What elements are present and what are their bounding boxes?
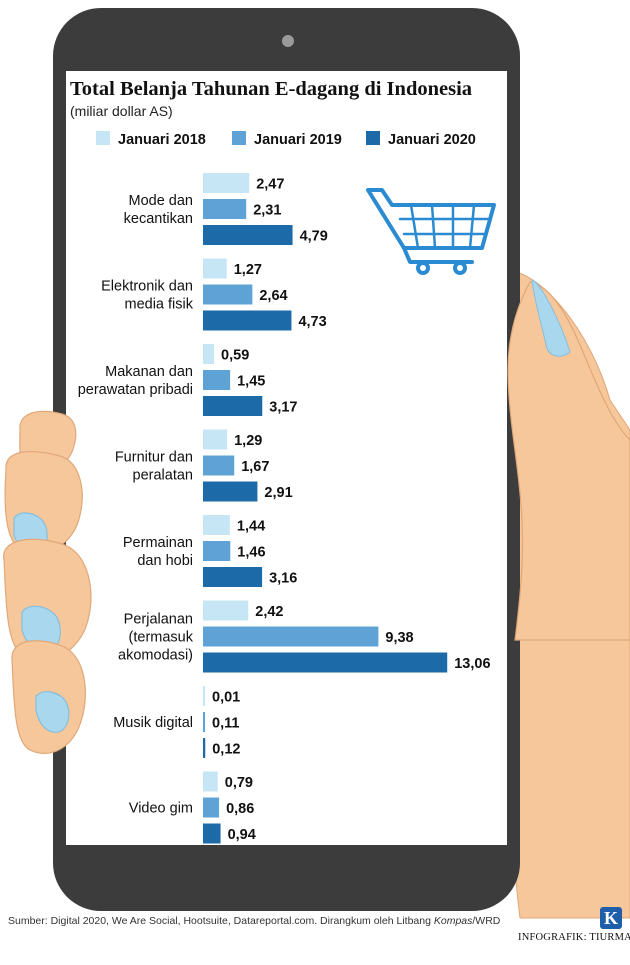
data-label: 1,29	[234, 433, 262, 449]
bar	[203, 285, 252, 305]
data-label: 2,47	[256, 177, 284, 193]
hand-thumb	[508, 280, 630, 640]
data-label: 0,94	[228, 827, 256, 843]
data-label: 3,17	[269, 400, 297, 416]
bar	[203, 738, 205, 758]
chart-title: Total Belanja Tahunan E-dagang di Indone…	[70, 78, 520, 101]
data-label: 0,11	[212, 716, 239, 732]
data-label: 9,38	[385, 630, 413, 646]
legend-swatch-2	[232, 131, 246, 145]
bar	[203, 798, 219, 818]
category-label: Perjalanan	[124, 612, 193, 628]
category-label: media fisik	[125, 297, 194, 313]
source-italic: Kompas	[434, 915, 473, 927]
category-label: Video gim	[129, 801, 193, 817]
legend-label-2: Januari 2019	[254, 132, 342, 148]
chart-subtitle: (miliar dollar AS)	[70, 103, 173, 119]
phone-camera	[282, 35, 294, 47]
data-label: 2,64	[259, 288, 287, 304]
data-label: 1,44	[237, 519, 265, 535]
bar	[203, 686, 205, 706]
data-label: 0,86	[226, 801, 254, 817]
category-label: kecantikan	[124, 211, 193, 227]
category-label: perawatan pribadi	[78, 382, 193, 398]
category-label: peralatan	[133, 468, 193, 484]
bar	[203, 396, 262, 416]
bar	[203, 712, 205, 732]
data-label: 1,46	[237, 545, 265, 561]
category-label: Furnitur dan	[115, 450, 193, 466]
bar	[203, 627, 378, 647]
bar	[203, 601, 248, 621]
infographic-credit: INFOGRAFIK: TIURMA	[518, 932, 630, 943]
legend-label-3: Januari 2020	[388, 132, 476, 148]
data-label: 2,91	[264, 485, 292, 501]
bar	[203, 456, 234, 476]
category-label: (termasuk	[129, 630, 194, 646]
data-label: 4,79	[300, 229, 328, 245]
bar	[203, 173, 249, 193]
category-label: Permainan	[123, 535, 193, 551]
data-label: 0,79	[225, 775, 253, 791]
bar	[203, 225, 293, 245]
bar	[203, 311, 291, 331]
data-label: 13,06	[454, 656, 490, 672]
source-text: Sumber: Digital 2020, We Are Social, Hoo…	[8, 915, 434, 927]
bar	[203, 515, 230, 535]
data-label: 0,59	[221, 348, 249, 364]
legend-swatch-1	[96, 131, 110, 145]
bar	[203, 772, 218, 792]
kompas-logo: K	[600, 907, 622, 929]
category-label: dan hobi	[137, 553, 193, 569]
data-label: 1,45	[237, 374, 265, 390]
category-label: akomodasi)	[118, 648, 193, 664]
legend-swatch-3	[366, 131, 380, 145]
category-label: Elektronik dan	[101, 279, 193, 295]
bar	[203, 259, 227, 279]
data-label: 4,73	[298, 314, 326, 330]
bar	[203, 344, 214, 364]
data-label: 2,42	[255, 604, 283, 620]
bar	[203, 567, 262, 587]
bar	[203, 482, 257, 502]
bar	[203, 370, 230, 390]
bar	[203, 199, 246, 219]
bar	[203, 824, 221, 844]
category-label: Mode dan	[129, 193, 194, 209]
bar	[203, 653, 447, 673]
data-label: 1,67	[241, 459, 269, 475]
source-suffix: /WRD	[472, 915, 500, 927]
category-label: Musik digital	[113, 715, 193, 731]
legend-label-1: Januari 2018	[118, 132, 206, 148]
data-label: 0,12	[212, 742, 240, 758]
chart-legend: Januari 2018 Januari 2019 Januari 2020	[96, 131, 476, 148]
bar	[203, 430, 227, 450]
source-note: Sumber: Digital 2020, We Are Social, Hoo…	[8, 915, 478, 927]
data-label: 3,16	[269, 571, 297, 587]
data-label: 2,31	[253, 203, 281, 219]
data-label: 1,27	[234, 262, 262, 278]
category-label: Makanan dan	[105, 364, 193, 380]
data-label: 0,01	[212, 690, 240, 706]
bar	[203, 541, 230, 561]
